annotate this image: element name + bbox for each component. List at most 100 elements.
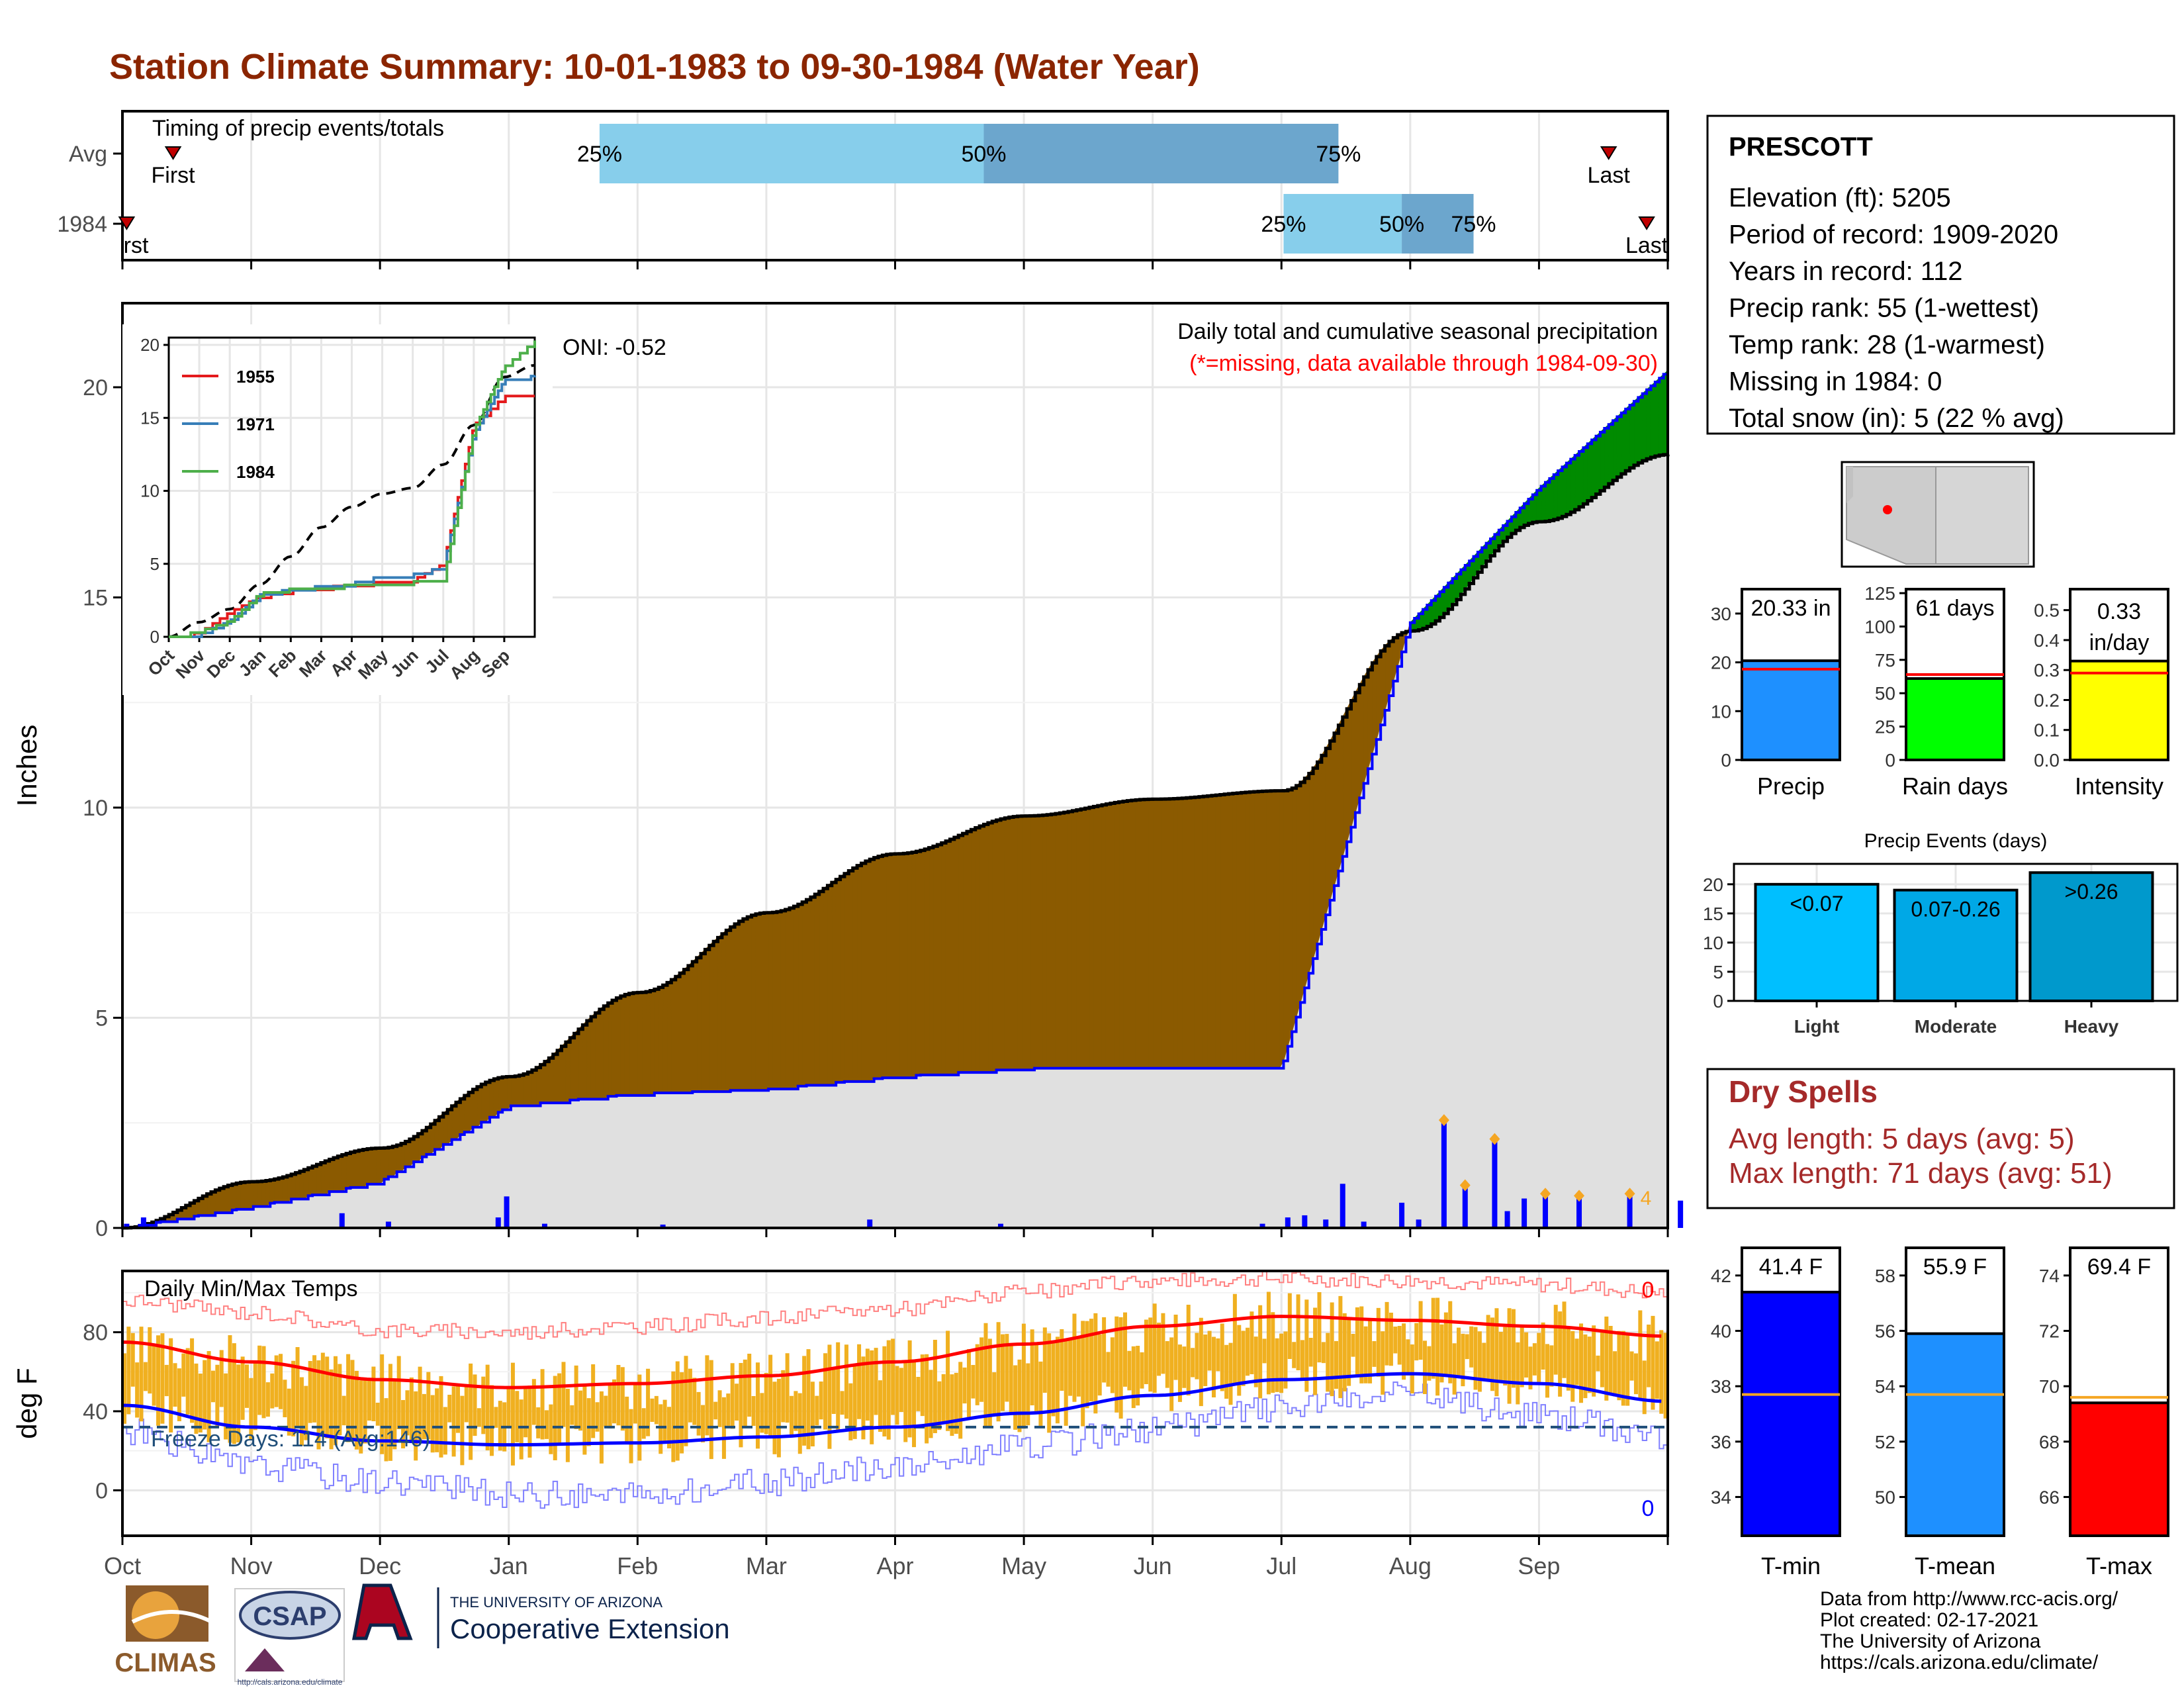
credit-line: Data from http://www.rcc-acis.org/ <box>1820 1588 2118 1610</box>
high-precip-marker <box>1459 1179 1471 1192</box>
temp-stat-category-label: T-max <box>2086 1552 2152 1579</box>
month-tick-label: Jun <box>1134 1552 1172 1579</box>
event-category-label: Heavy <box>2064 1016 2119 1037</box>
stat-tick-label: 0.4 <box>2034 630 2060 651</box>
inset-y-tick-label: 15 <box>140 408 159 428</box>
inset-avg-line <box>168 363 535 638</box>
csap-logo-text: CSAP <box>253 1602 326 1631</box>
daily-precip-bar <box>1542 1194 1548 1228</box>
precip-bar-value-label: 4 <box>1641 1188 1652 1209</box>
temp-stat-tick-label: 66 <box>2039 1487 2060 1507</box>
stat-value-label: 0.33 <box>2097 599 2141 624</box>
daily-precip-bar <box>1259 1223 1265 1228</box>
event-range-label: >0.26 <box>2065 880 2118 904</box>
month-tick-label: Sep <box>1518 1552 1560 1579</box>
temp-stat-category-label: T-min <box>1761 1552 1821 1579</box>
timing-row-label: Avg <box>69 142 107 167</box>
temp-stat-tick-label: 36 <box>1711 1432 1731 1452</box>
stat-tick-label: 20 <box>1711 653 1731 673</box>
credit-line: The University of Arizona <box>1820 1630 2041 1652</box>
timing-p50-label: 50% <box>1379 212 1424 237</box>
avg-tmax-line <box>122 1315 1662 1389</box>
timing-title: Timing of precip events/totals <box>152 116 444 141</box>
station-info-line: Missing in 1984: 0 <box>1729 367 1942 397</box>
stat-tick-label: 0.0 <box>2034 750 2060 771</box>
stat-tick-label: 0.2 <box>2034 690 2060 710</box>
temp-stat-tick-label: 68 <box>2039 1432 2060 1452</box>
stat-value-label: 61 days <box>1915 596 1994 621</box>
inset-y-tick-label: 0 <box>150 627 159 647</box>
record-low-count: 0 <box>1642 1496 1655 1521</box>
stat-tick-label: 100 <box>1864 616 1895 637</box>
stat-tick-label: 0.5 <box>2034 600 2060 621</box>
avg-tmin-line <box>122 1372 1662 1447</box>
temp-stat-value-bar <box>2069 1401 2169 1537</box>
daily-precip-bar <box>504 1196 510 1228</box>
precip-y-tick-label: 5 <box>95 1006 108 1031</box>
timing-p75-label: 75% <box>1451 212 1496 237</box>
stat-value-unit: in/day <box>2089 630 2150 655</box>
station-info-line: Elevation (ft): 5205 <box>1729 183 1951 212</box>
stat-value-label: 20.33 in <box>1751 596 1831 621</box>
high-precip-marker <box>1624 1188 1635 1200</box>
daily-temp-bars <box>122 1291 1668 1466</box>
station-info-line: Temp rank: 28 (1-warmest) <box>1729 330 2045 359</box>
high-precip-marker <box>1539 1188 1551 1200</box>
events-y-tick-label: 5 <box>1713 962 1723 982</box>
timing-p25-label: 25% <box>1261 212 1306 237</box>
timing-q25-q50-bar <box>1283 194 1402 254</box>
daily-precip-bar <box>1441 1121 1447 1228</box>
inset-legend-label: 1971 <box>236 414 275 434</box>
inset-y-tick-label: 10 <box>140 481 159 501</box>
csap-logo-url: http://cals.arizona.edu/climate <box>238 1677 343 1687</box>
events-y-tick-label: 20 <box>1703 874 1723 895</box>
event-bar <box>1893 888 2019 1003</box>
daily-precip-bar <box>1576 1196 1582 1228</box>
stat-category-label: Precip <box>1757 773 1825 800</box>
precip-y-tick-label: 15 <box>83 586 108 611</box>
dry-spells-title: Dry Spells <box>1729 1074 1878 1109</box>
temp-stat-tick-label: 70 <box>2039 1376 2060 1397</box>
daily-precip-bar <box>124 1223 130 1228</box>
daily-precip-bar <box>1302 1215 1308 1228</box>
page-title: Station Climate Summary: 10-01-1983 to 0… <box>109 47 1200 87</box>
daily-precip-bar <box>1416 1219 1422 1228</box>
temp-stat-value-label: 55.9 F <box>1923 1254 1987 1280</box>
daily-precip-bar <box>1340 1184 1345 1228</box>
last-event-label: Last <box>1588 163 1631 188</box>
daily-precip-bar <box>1361 1221 1367 1228</box>
daily-precip-bar <box>1627 1194 1633 1228</box>
month-tick-label: Apr <box>876 1552 913 1579</box>
month-tick-label: Dec <box>359 1552 401 1579</box>
daily-precip-bar <box>495 1217 501 1228</box>
event-bar <box>1754 882 1880 1003</box>
high-precip-marker <box>1489 1133 1500 1145</box>
stat-tick-label: 0 <box>1721 750 1731 771</box>
timing-p75-label: 75% <box>1316 142 1361 167</box>
station-info-line: Precip rank: 55 (1-wettest) <box>1729 294 2039 323</box>
precip-y-tick-label: 0 <box>95 1216 108 1241</box>
daily-precip-bar <box>385 1221 391 1228</box>
precip-y-axis-label: Inches <box>11 725 42 807</box>
stat-category-label: Rain days <box>1902 773 2008 800</box>
daily-precip-bar <box>1504 1211 1510 1228</box>
precip-y-tick-label: 10 <box>83 796 108 821</box>
stat-tick-label: 125 <box>1864 583 1895 604</box>
first-event-label: First <box>105 233 149 258</box>
event-category-label: Light <box>1794 1016 1839 1037</box>
footer: CLIMAS CSAP http://cals.arizona.edu/climat… <box>114 1583 2118 1687</box>
station-info-line: Total snow (in): 5 (22 % avg) <box>1729 404 2064 433</box>
temp-stat-tick-label: 50 <box>1875 1487 1895 1507</box>
dry-spells-avg: Avg length: 5 days (avg: 5) <box>1729 1123 2075 1155</box>
temp-stat-tick-label: 74 <box>2039 1266 2060 1286</box>
stat-tick-label: 50 <box>1875 683 1895 704</box>
precip-events-panel: Precip Events (days) 0 5 10 15 20 <0.07 Light 0.… <box>1703 830 2179 1037</box>
credit-line: https://cals.arizona.edu/climate/ <box>1820 1652 2099 1673</box>
temp-stat-category-label: T-mean <box>1915 1552 1995 1579</box>
first-event-label: First <box>152 163 196 188</box>
stat-tick-label: 30 <box>1711 604 1731 624</box>
new-mexico-shape <box>1935 466 2029 565</box>
last-event-marker <box>1600 146 1617 160</box>
record-min-line <box>122 1382 1668 1509</box>
